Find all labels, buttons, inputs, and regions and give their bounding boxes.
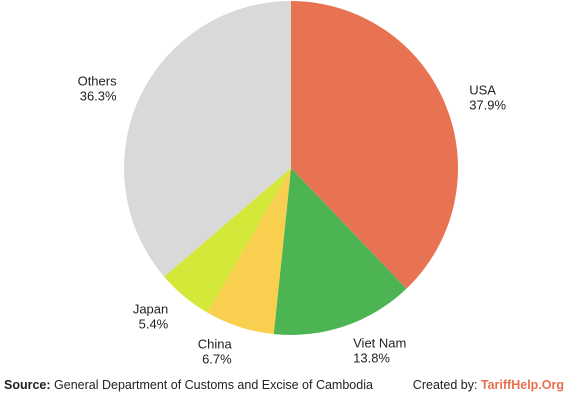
source-text: General Department of Customs and Excise… xyxy=(50,378,373,392)
slice-value-usa: 37.9% xyxy=(469,98,506,113)
credit-prefix: Created by: xyxy=(412,378,481,392)
pie-slice-china xyxy=(207,168,291,335)
slice-label-china: China xyxy=(198,337,233,352)
slice-label-japan: Japan xyxy=(133,302,168,317)
pie-slice-usa xyxy=(291,1,458,289)
slice-label-viet-nam: Viet Nam xyxy=(353,336,406,351)
credit-line: Created by: TariffHelp.Org xyxy=(413,378,564,392)
pie-slice-viet-nam xyxy=(273,168,407,336)
pie-slices xyxy=(124,1,458,336)
chart-footer: Source: General Department of Customs an… xyxy=(0,378,570,396)
slice-label-others: Others xyxy=(78,74,118,89)
pie-slice-japan xyxy=(164,168,291,313)
slice-value-japan: 5.4% xyxy=(139,317,169,332)
slice-label-usa: USA xyxy=(469,83,496,98)
credit-brand: TariffHelp.Org xyxy=(480,378,564,392)
pie-slice-others xyxy=(124,1,291,277)
slice-value-others: 36.3% xyxy=(80,89,117,104)
slice-value-viet-nam: 13.8% xyxy=(353,351,390,366)
source-prefix: Source: xyxy=(4,378,51,392)
source-line: Source: General Department of Customs an… xyxy=(4,378,373,392)
slice-value-china: 6.7% xyxy=(202,352,232,367)
